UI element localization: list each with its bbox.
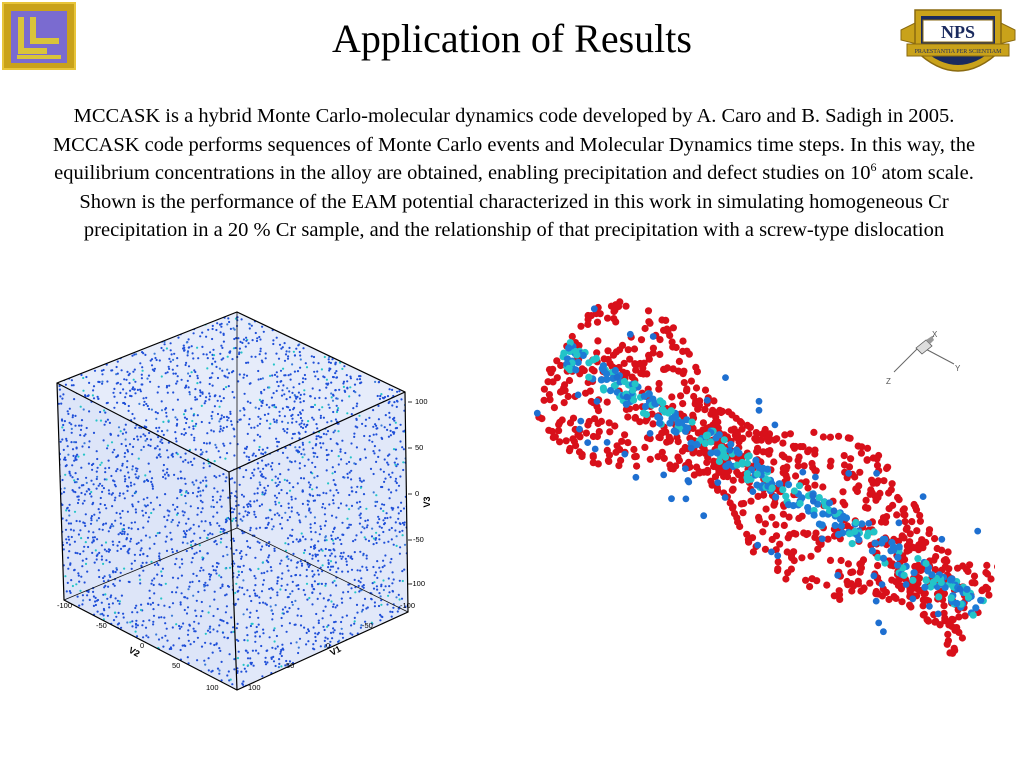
slide-body: MCCASK is a hybrid Monte Carlo-molecular…	[44, 102, 984, 245]
cr-precipitation-cube-plot: 100 50 0 -50 -100 V3 -100 -50 0 50 100 V…	[56, 311, 432, 692]
cr-atoms-dislocation-core	[533, 305, 987, 636]
v1-axis: -100 -50 0 50 100 V1	[248, 601, 415, 692]
v2-axis-title: V2	[127, 645, 141, 659]
v3-tick-label: 100	[415, 397, 428, 406]
v2-tick-label: 50	[172, 661, 180, 670]
v1-tick-label: 0	[326, 641, 330, 650]
triad-x-label: X	[932, 330, 938, 339]
slide-body-exponent: 6	[870, 160, 877, 175]
v2-tick-label: -100	[57, 601, 72, 610]
v2-tick-label: 100	[206, 683, 219, 692]
v2-tick-label: 0	[140, 641, 144, 650]
v1-tick-label: 100	[248, 683, 261, 692]
v3-tick-label: 0	[415, 489, 419, 498]
v3-axis: 100 50 0 -50 -100 V3	[408, 397, 432, 588]
v1-tick-label: 50	[286, 661, 294, 670]
v1-tick-label: -50	[362, 621, 373, 630]
triad-z-label: Z	[886, 377, 891, 386]
cube-outline	[56, 311, 409, 691]
orientation-triad: X Y Z	[886, 330, 961, 386]
v1-axis-title: V1	[328, 644, 342, 658]
triad-y-label: Y	[955, 364, 961, 373]
v3-tick-label: -50	[413, 535, 424, 544]
nps-logo-motto: PRAESTANTIA PER SCIENTIAM	[915, 49, 1003, 55]
cube-front-vertical-edge	[228, 471, 238, 691]
lab-logo-mark	[17, 17, 61, 59]
v2-axis: -100 -50 0 50 100 V2	[57, 601, 219, 692]
v3-axis-title: V3	[422, 496, 432, 507]
v3-tick-label: 50	[415, 443, 423, 452]
screw-dislocation-render	[533, 298, 995, 657]
nps-logo: NPS PRAESTANTIA PER SCIENTIAM	[900, 9, 1016, 72]
v3-tick-label: -100	[410, 579, 425, 588]
v2-tick-label: -50	[96, 621, 107, 630]
v1-tick-label: -100	[400, 601, 415, 610]
lab-logo	[2, 2, 76, 70]
slide-body-part2: atom scale. Shown is the performance of …	[79, 162, 974, 241]
cube-top-face	[57, 312, 405, 472]
lab-logo-field	[11, 11, 67, 63]
nps-logo-text: NPS	[941, 22, 975, 42]
slide-title: Application of Results	[332, 16, 692, 61]
slide-body-part1: MCCASK is a hybrid Monte Carlo-molecular…	[52, 105, 976, 184]
